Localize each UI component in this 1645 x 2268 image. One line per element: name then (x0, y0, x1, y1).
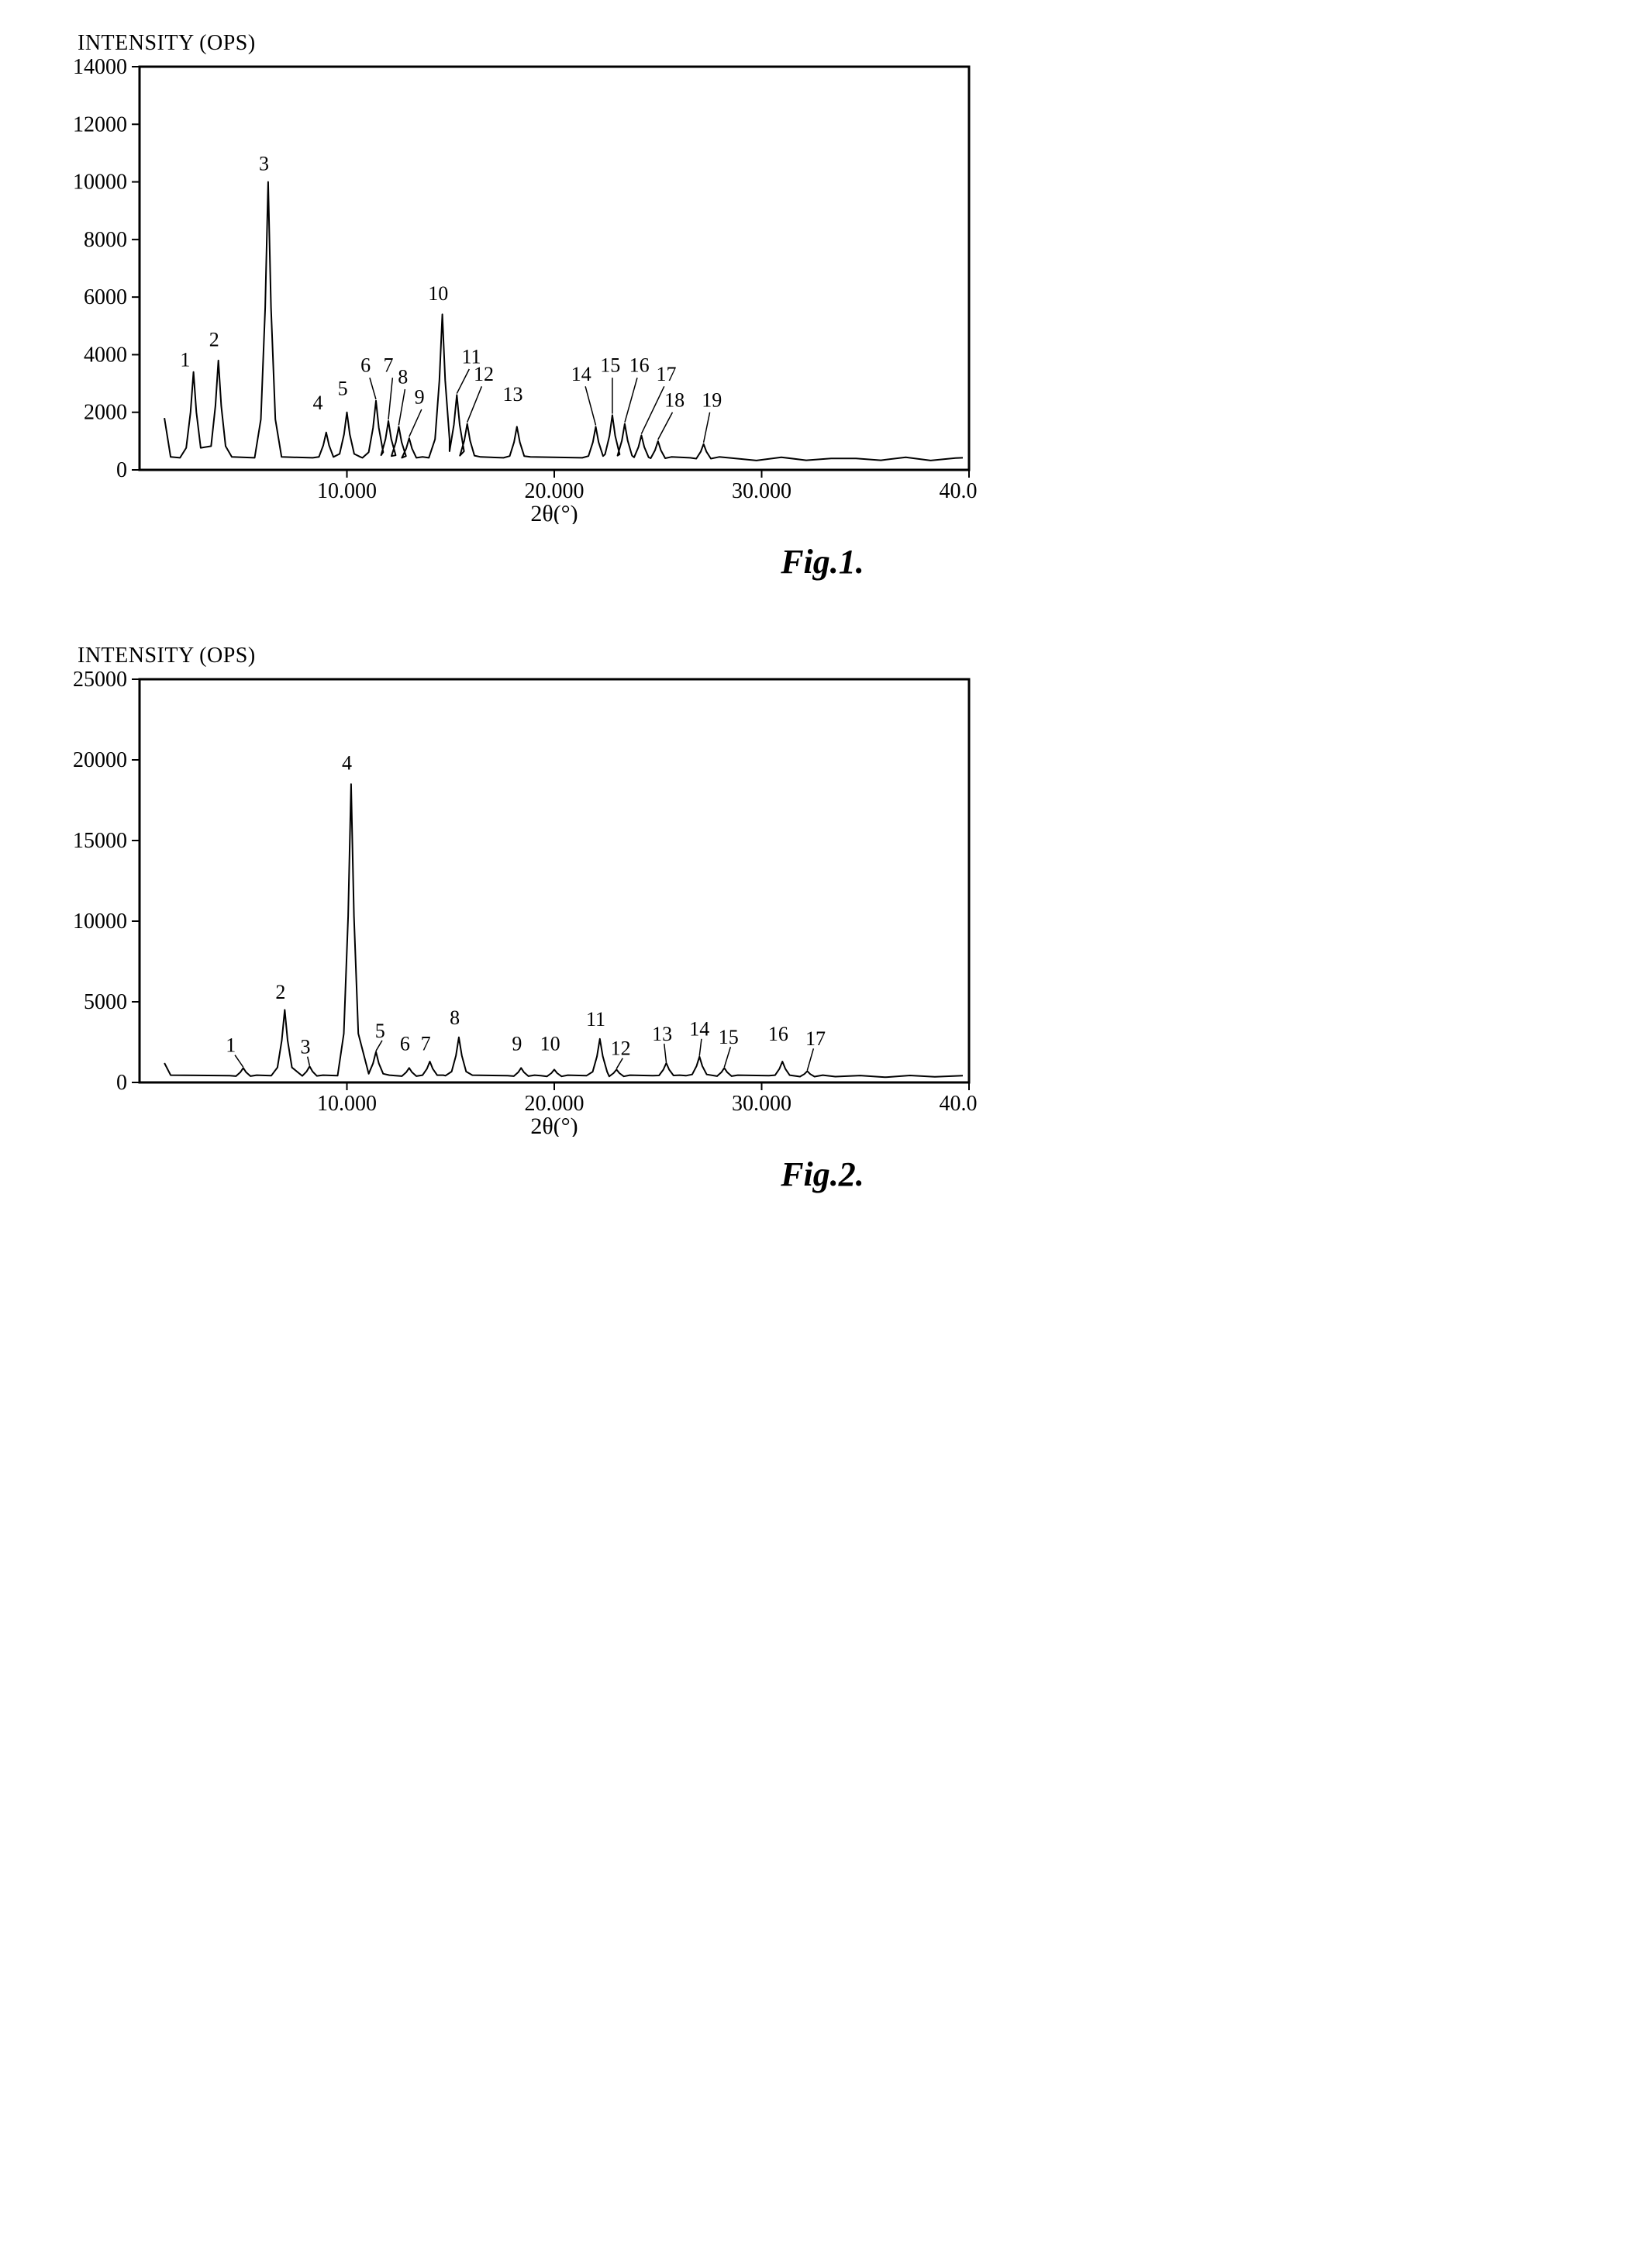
y-tick-label: 12000 (73, 112, 127, 136)
peak-label: 9 (415, 386, 425, 409)
figure-block: INTENSITY (OPS) 0 5000 10000 15000 20000 25000… (31, 644, 1614, 1194)
peak-label: 7 (421, 1032, 431, 1055)
x-axis-label: 2θ(°) (530, 501, 578, 524)
x-tick-label: 30.000 (732, 479, 791, 503)
peak-label: 9 (512, 1032, 522, 1055)
peak-label: 15 (719, 1026, 739, 1048)
peak-label: 12 (474, 363, 494, 385)
peak-label: 5 (375, 1020, 385, 1042)
peak-label: 2 (209, 328, 219, 350)
peak-label: 3 (259, 153, 269, 175)
y-tick-label: 6000 (84, 285, 127, 309)
peak-label: 11 (586, 1008, 605, 1030)
peak-label: 16 (768, 1023, 788, 1045)
y-tick-label: 5000 (84, 990, 127, 1014)
y-axis-title: INTENSITY (OPS) (78, 31, 1614, 56)
peak-label: 14 (689, 1018, 709, 1041)
peak-label: 18 (664, 388, 685, 411)
figure-block: INTENSITY (OPS)0200040006000800010000120… (31, 31, 1614, 582)
y-tick-label: 15000 (73, 829, 127, 853)
y-axis-title: INTENSITY (OPS) (78, 644, 1614, 668)
x-tick-label: 10.000 (317, 1092, 377, 1116)
chart-wrap: 0 5000 10000 15000 20000 25000 10.000 20.000 30.… (62, 671, 977, 1141)
peak-label: 14 (571, 363, 591, 385)
y-tick-label: 25000 (73, 671, 127, 692)
y-tick-label: 14000 (73, 59, 127, 79)
plot-border (140, 679, 969, 1082)
peak-label: 3 (301, 1036, 311, 1058)
y-tick-label: 2000 (84, 401, 127, 425)
x-tick-label: 30.000 (732, 1092, 791, 1116)
y-tick-label: 10000 (73, 910, 127, 934)
y-tick-label: 0 (116, 458, 127, 482)
x-tick-label: 20.000 (525, 1092, 585, 1116)
x-tick-label: 40.000 (940, 479, 978, 503)
peak-label: 12 (611, 1037, 631, 1060)
peak-label: 4 (313, 392, 323, 414)
y-tick-label: 8000 (84, 228, 127, 252)
x-axis-label: 2θ(°) (530, 1113, 578, 1137)
peak-label: 1 (226, 1034, 236, 1056)
x-tick-label: 40.000 (940, 1092, 978, 1116)
peak-label: 17 (805, 1027, 826, 1050)
peak-label: 2 (275, 981, 285, 1003)
peak-label: 17 (656, 363, 676, 385)
y-tick-label: 10000 (73, 171, 127, 195)
xrd-chart: 0 5000 10000 15000 20000 25000 10.000 20.000 30.… (62, 671, 977, 1137)
xrd-chart: 0 2000 4000 6000 8000 10000 12000 14000 10.000 20… (62, 59, 977, 524)
peak-label: 13 (503, 383, 523, 406)
x-tick-label: 10.000 (317, 479, 377, 503)
figure-caption: Fig.1. (31, 542, 1614, 582)
peak-label: 16 (629, 354, 650, 377)
peak-label: 15 (600, 354, 620, 377)
y-tick-label: 4000 (84, 343, 127, 367)
peak-label: 8 (450, 1006, 460, 1029)
figure-caption: Fig.2. (31, 1155, 1614, 1194)
peak-label: 6 (360, 354, 371, 377)
chart-wrap: 0 2000 4000 6000 8000 10000 12000 14000 10.000 20… (62, 59, 977, 528)
y-tick-label: 0 (116, 1071, 127, 1095)
peak-label: 10 (428, 282, 448, 305)
y-tick-label: 20000 (73, 748, 127, 772)
x-tick-label: 20.000 (525, 479, 585, 503)
peak-label: 4 (342, 751, 352, 774)
peak-label: 7 (384, 354, 394, 377)
peak-label: 10 (540, 1032, 560, 1055)
peak-label: 5 (338, 377, 348, 399)
plot-border (140, 67, 969, 470)
peak-label: 19 (702, 388, 722, 411)
peak-label: 1 (180, 348, 190, 371)
peak-label: 13 (652, 1023, 672, 1045)
peak-label: 8 (398, 366, 408, 388)
peak-label: 6 (400, 1032, 410, 1055)
